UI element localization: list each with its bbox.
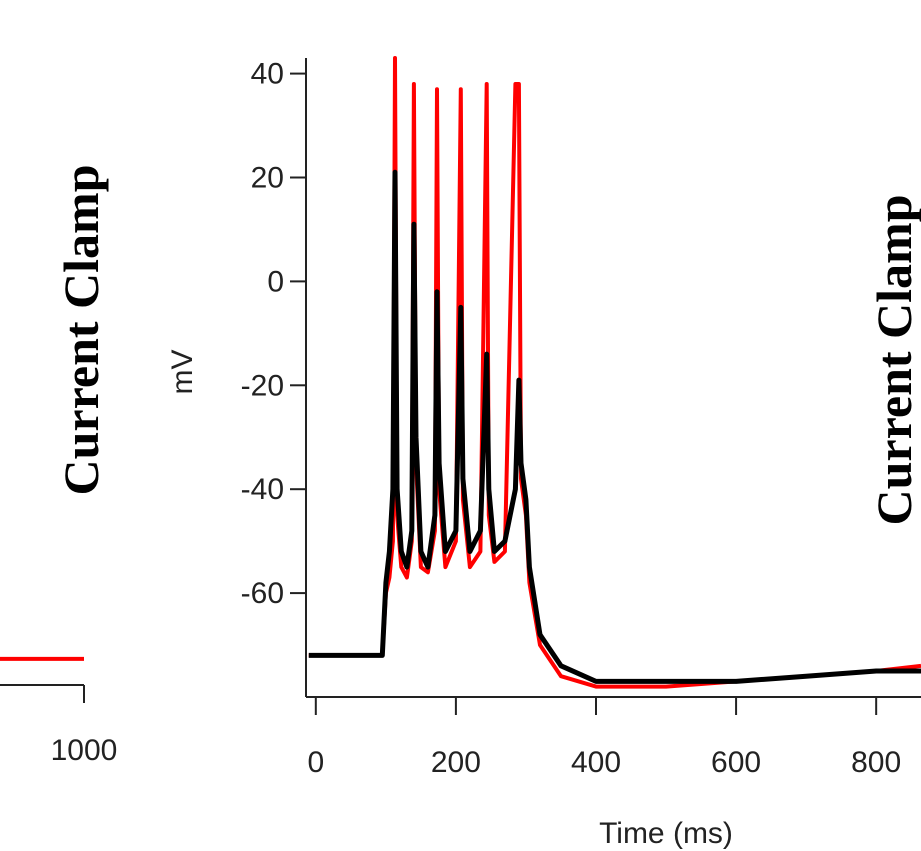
panel-label: Current Clamp — [53, 164, 109, 495]
y-tick-label: -40 — [241, 473, 284, 506]
trace — [308, 56, 921, 689]
x-tick-label: 0 — [307, 746, 324, 779]
y-axis-label: mV — [166, 350, 199, 395]
x-tick-label: 200 — [431, 746, 481, 779]
x-axis-label: Time (ms) — [599, 817, 733, 850]
x-tick-label: 800 — [851, 746, 901, 779]
y-tick-label: 40 — [251, 58, 284, 91]
x-tick-label: 400 — [571, 746, 621, 779]
y-tick-label: -20 — [241, 369, 284, 402]
x-tick-label: 1000 — [51, 734, 118, 767]
y-tick-label: -60 — [241, 577, 284, 610]
panel-label: Current Clamp — [866, 194, 921, 525]
y-tick-label: 20 — [251, 161, 284, 194]
y-tick-label: 0 — [267, 265, 284, 298]
x-tick-label: 600 — [711, 746, 761, 779]
trace — [308, 169, 921, 684]
